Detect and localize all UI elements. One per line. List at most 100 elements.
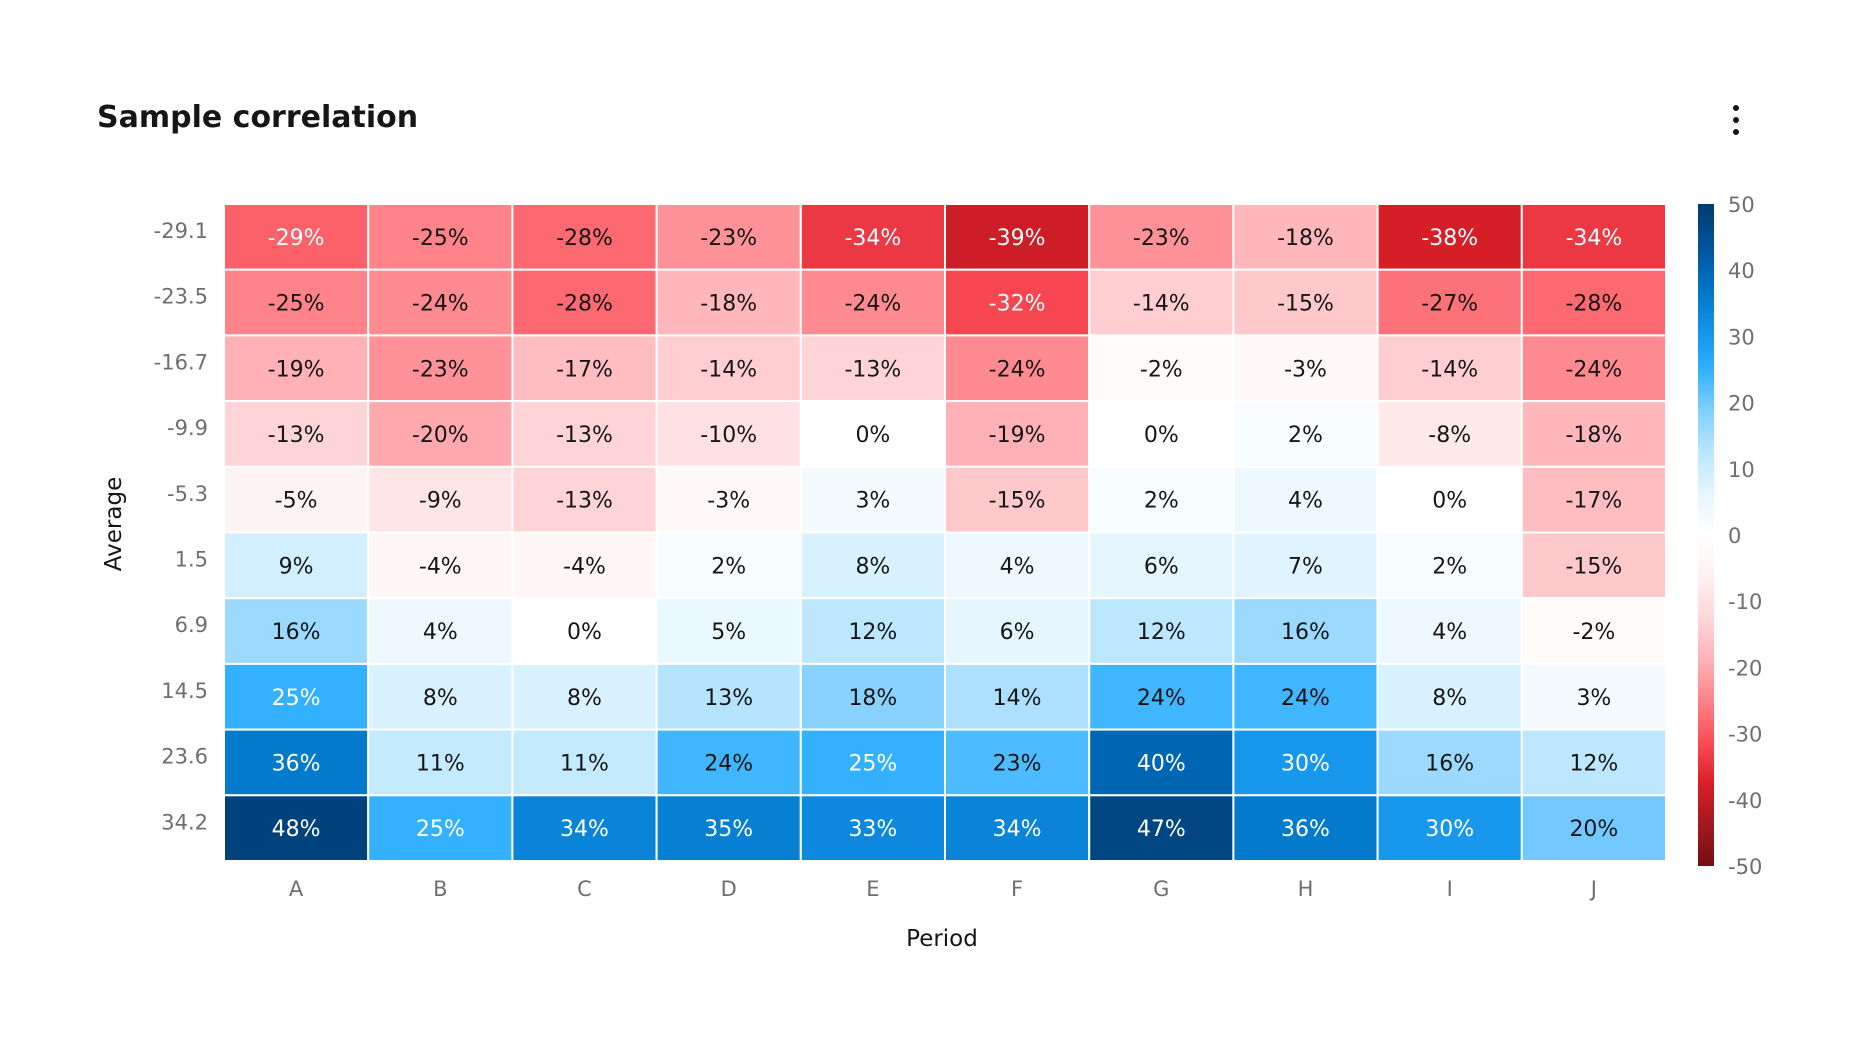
- heatmap-cell-6.9-A[interactable]: [223, 597, 370, 665]
- heatmap-cell--29.1-J[interactable]: [1520, 203, 1668, 271]
- heatmap-cell-34.2-G[interactable]: [1088, 794, 1235, 862]
- heatmap-cell-14.5-I[interactable]: [1376, 662, 1523, 731]
- heatmap-cell-1.5-J[interactable]: [1520, 531, 1668, 600]
- heatmap-cell--29.1-F[interactable]: [944, 203, 1091, 271]
- heatmap-cell-34.2-B[interactable]: [367, 794, 514, 862]
- y-axis-title: Average: [101, 477, 127, 571]
- cell-value-label: 33%: [848, 817, 897, 842]
- heatmap-cell--29.1-I[interactable]: [1376, 203, 1523, 271]
- cell-value-label: -19%: [989, 423, 1046, 448]
- heatmap-cell-1.5-D[interactable]: [655, 531, 802, 600]
- heatmap-cell--5.3-E[interactable]: [799, 465, 946, 534]
- heatmap-cell--16.7-G[interactable]: [1088, 334, 1235, 403]
- cell-value-label: 12%: [848, 620, 897, 645]
- cell-value-label: 34%: [993, 817, 1042, 842]
- heatmap-cell--29.1-A[interactable]: [223, 203, 370, 271]
- heatmap-cell--5.3-H[interactable]: [1232, 465, 1379, 534]
- cell-value-label: -14%: [1133, 292, 1190, 317]
- heatmap-cell-23.6-E[interactable]: [799, 728, 946, 797]
- heatmap-cell--16.7-F[interactable]: [944, 334, 1091, 403]
- cell-value-label: 12%: [1137, 620, 1186, 645]
- heatmap-cell-34.2-C[interactable]: [511, 794, 658, 862]
- heatmap-cell--5.3-A[interactable]: [223, 465, 370, 534]
- cell-value-label: -15%: [1565, 554, 1622, 579]
- heatmap-cell--29.1-C[interactable]: [511, 203, 658, 271]
- cell-value-label: 5%: [711, 620, 746, 645]
- heatmap-cell--23.5-J[interactable]: [1520, 268, 1668, 337]
- heatmap-cell-23.6-H[interactable]: [1232, 728, 1379, 797]
- heatmap-cell-6.9-B[interactable]: [367, 597, 514, 665]
- cell-value-label: -13%: [844, 357, 901, 382]
- cell-value-label: 16%: [1425, 751, 1474, 776]
- heatmap-cell--23.5-D[interactable]: [655, 268, 802, 337]
- heatmap-cell-34.2-H[interactable]: [1232, 794, 1379, 862]
- heatmap-cell-23.6-I[interactable]: [1376, 728, 1523, 797]
- cell-value-label: -18%: [700, 292, 757, 317]
- heatmap-cell--5.3-G[interactable]: [1088, 465, 1235, 534]
- heatmap-cell--9.9-E[interactable]: [799, 400, 946, 468]
- heatmap-cell-1.5-G[interactable]: [1088, 531, 1235, 600]
- cell-value-label: 12%: [1569, 751, 1618, 776]
- heatmap-cell-14.5-D[interactable]: [655, 662, 802, 731]
- cell-value-label: -23%: [1133, 226, 1190, 251]
- heatmap-cell--23.5-I[interactable]: [1376, 268, 1523, 337]
- heatmap-cell--9.9-A[interactable]: [223, 400, 370, 468]
- heatmap-cell-34.2-E[interactable]: [799, 794, 946, 862]
- y-tick-label: 34.2: [161, 810, 208, 834]
- heatmap-cell-34.2-D[interactable]: [655, 794, 802, 862]
- cell-value-label: -13%: [556, 489, 613, 514]
- y-tick-label: -29.1: [154, 219, 208, 243]
- heatmap-cell-6.9-H[interactable]: [1232, 597, 1379, 665]
- heatmap-cell-14.5-J[interactable]: [1520, 662, 1668, 731]
- heatmap-cell-1.5-I[interactable]: [1376, 531, 1523, 600]
- overflow-menu-vertical-icon: [1733, 105, 1739, 111]
- heatmap-cell--23.5-A[interactable]: [223, 268, 370, 337]
- cell-value-label: 48%: [272, 817, 321, 842]
- x-tick-label: E: [866, 877, 879, 901]
- y-tick-label: -5.3: [167, 482, 208, 506]
- cell-value-label: -23%: [700, 226, 757, 251]
- heatmap-cell-34.2-J[interactable]: [1520, 794, 1668, 862]
- heatmap-cell--9.9-D[interactable]: [655, 400, 802, 468]
- heatmap-cell--23.5-H[interactable]: [1232, 268, 1379, 337]
- heatmap-cell-23.6-C[interactable]: [511, 728, 658, 797]
- overflow-menu-vertical-icon: [1733, 129, 1739, 135]
- cell-value-label: -39%: [989, 226, 1046, 251]
- x-tick-label: B: [433, 877, 447, 901]
- cell-value-label: -32%: [989, 292, 1046, 317]
- cell-value-label: 4%: [1000, 554, 1035, 579]
- heatmap-cell-14.5-E[interactable]: [799, 662, 946, 731]
- x-tick-label: A: [289, 877, 304, 901]
- cell-value-label: -28%: [1565, 292, 1622, 317]
- heatmap-cell--29.1-D[interactable]: [655, 203, 802, 271]
- heatmap-cell-14.5-F[interactable]: [944, 662, 1091, 731]
- cell-value-label: 0%: [1432, 489, 1467, 514]
- heatmap-cell-1.5-A[interactable]: [223, 531, 370, 600]
- heatmap-cell-34.2-A[interactable]: [223, 794, 370, 862]
- heatmap-cell-6.9-E[interactable]: [799, 597, 946, 665]
- heatmap-cell--9.9-J[interactable]: [1520, 400, 1668, 468]
- heatmap-cell--16.7-B[interactable]: [367, 334, 514, 403]
- heatmap-cell-23.6-J[interactable]: [1520, 728, 1668, 797]
- cell-value-label: 3%: [1576, 686, 1611, 711]
- heatmap-cell-14.5-B[interactable]: [367, 662, 514, 731]
- chart-title: Sample correlation: [97, 100, 419, 135]
- heatmap-cell-23.6-D[interactable]: [655, 728, 802, 797]
- heatmap-cell--23.5-B[interactable]: [367, 268, 514, 337]
- heatmap-cell--5.3-D[interactable]: [655, 465, 802, 534]
- overflow-menu-button[interactable]: [1718, 96, 1754, 144]
- heatmap-cell-1.5-C[interactable]: [511, 531, 658, 600]
- cell-value-label: 2%: [711, 554, 746, 579]
- heatmap-cell-6.9-G[interactable]: [1088, 597, 1235, 665]
- y-tick-label: 6.9: [175, 613, 208, 637]
- heatmap-cell--9.9-G[interactable]: [1088, 400, 1235, 468]
- heatmap-cell--16.7-E[interactable]: [799, 334, 946, 403]
- heatmap-cell--16.7-I[interactable]: [1376, 334, 1523, 403]
- color-scale-tick-label: 30: [1728, 325, 1755, 349]
- heatmap-cell--16.7-D[interactable]: [655, 334, 802, 403]
- heatmap-cell-14.5-H[interactable]: [1232, 662, 1379, 731]
- heatmap-cell-6.9-I[interactable]: [1376, 597, 1523, 665]
- heatmap-cell--16.7-H[interactable]: [1232, 334, 1379, 403]
- heatmap-cell-1.5-H[interactable]: [1232, 531, 1379, 600]
- cell-value-label: -24%: [1565, 357, 1622, 382]
